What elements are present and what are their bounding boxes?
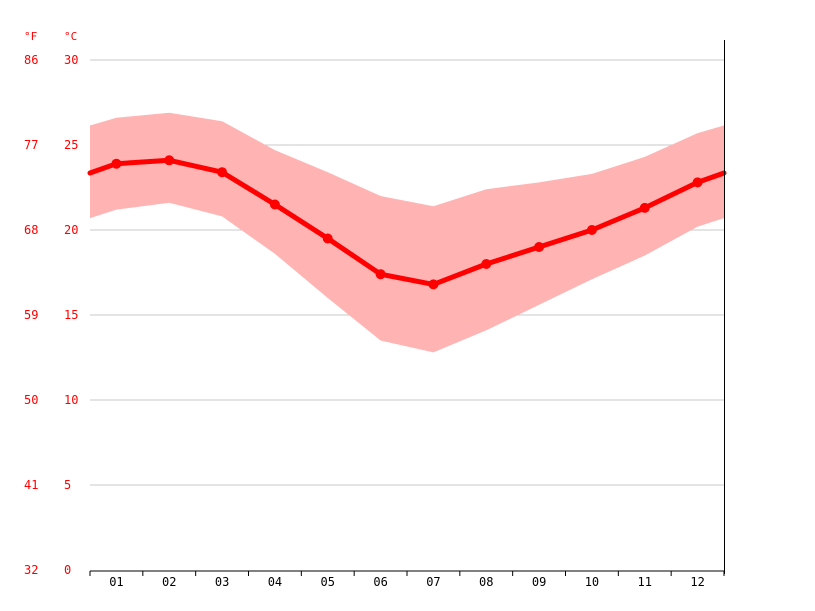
mean-point-02	[164, 155, 175, 166]
x-tick-label-11: 11	[638, 575, 652, 589]
mean-point-08	[481, 259, 492, 269]
y-tick-c-15: 15	[64, 308, 78, 322]
y-tick-c-20: 20	[64, 223, 78, 237]
mean-point-12	[692, 177, 703, 188]
x-tick-label-05: 05	[321, 575, 335, 589]
y-tick-c-5: 5	[64, 478, 71, 492]
y-tick-f-68: 68	[24, 223, 38, 237]
y-tick-f-32: 32	[24, 563, 38, 577]
label-layer: °F °C 86 30 77 25 68 20 59 15 50 10 41 5 32 0 01 02 03 04…	[24, 30, 705, 589]
range-band-layer	[90, 112, 724, 353]
y-tick-c-25: 25	[64, 138, 78, 152]
x-tick-label-10: 10	[585, 575, 599, 589]
min-max-range-band	[90, 112, 724, 353]
y-tick-f-59: 59	[24, 308, 38, 322]
x-tick-label-04: 04	[268, 575, 282, 589]
fahrenheit-unit-label: °F	[24, 30, 37, 43]
mean-temperature-line	[87, 157, 727, 287]
mean-point-05	[322, 233, 333, 244]
mean-point-09	[534, 242, 545, 252]
axis-layer	[89, 40, 725, 576]
mean-point-04	[269, 199, 280, 210]
y-tick-f-41: 41	[24, 478, 38, 492]
x-tick-label-09: 09	[532, 575, 546, 589]
y-tick-f-50: 50	[24, 393, 38, 407]
mean-point-11	[639, 202, 650, 213]
mean-line-layer	[87, 155, 727, 290]
y-tick-c-0: 0	[64, 563, 71, 577]
x-tick-label-02: 02	[162, 575, 176, 589]
celsius-unit-label: °C	[64, 30, 77, 43]
mean-point-06	[375, 269, 386, 280]
y-tick-f-77: 77	[24, 138, 38, 152]
y-tick-c-10: 10	[64, 393, 78, 407]
y-tick-c-30: 30	[64, 53, 78, 67]
x-tick-label-03: 03	[215, 575, 229, 589]
x-tick-label-08: 08	[479, 575, 493, 589]
x-tick-label-12: 12	[690, 575, 704, 589]
x-tick-label-01: 01	[109, 575, 123, 589]
y-tick-f-86: 86	[24, 53, 38, 67]
mean-point-01	[111, 158, 122, 169]
x-tick-label-07: 07	[426, 575, 440, 589]
mean-point-07	[428, 279, 439, 290]
mean-point-03	[217, 167, 228, 178]
mean-point-10	[586, 225, 597, 235]
x-tick-label-06: 06	[373, 575, 387, 589]
